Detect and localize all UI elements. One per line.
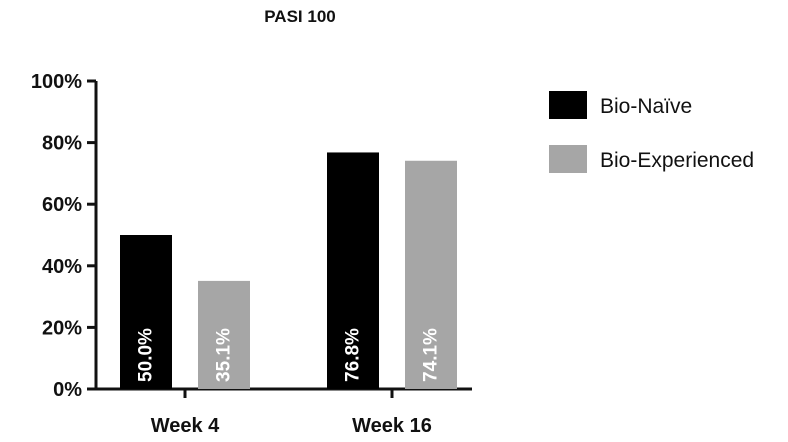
bars: 50.0% 35.1% 76.8% 74.1% — [120, 152, 457, 389]
chart-title: PASI 100 — [264, 7, 336, 26]
bar-data-label: 74.1% — [421, 328, 442, 382]
legend-label: Bio-Experienced — [600, 149, 754, 172]
legend-label: Bio-Naïve — [600, 95, 692, 118]
x-category-label: Week 4 — [151, 415, 220, 437]
axes: 0% 20% 40% 60% 80% 100% Week 4 Week 16 — [31, 71, 472, 437]
y-tick-label: 80% — [42, 133, 82, 155]
y-tick-label: 40% — [42, 256, 82, 278]
bar-data-label: 35.1% — [214, 328, 235, 382]
y-tick-label: 60% — [42, 194, 82, 216]
bar — [405, 160, 457, 389]
y-tick-label: 0% — [53, 379, 82, 401]
legend-swatch — [549, 145, 587, 173]
y-tick-label: 100% — [31, 71, 82, 93]
legend-swatch — [549, 91, 587, 119]
bar — [120, 235, 172, 389]
bar-data-label: 76.8% — [343, 328, 364, 382]
bar — [198, 280, 250, 389]
y-tick-label: 20% — [42, 317, 82, 339]
legend: Bio-Naïve Bio-Experienced — [549, 91, 754, 173]
x-category-label: Week 16 — [352, 415, 432, 437]
bar — [327, 152, 379, 389]
bar-data-label: 50.0% — [136, 328, 157, 382]
